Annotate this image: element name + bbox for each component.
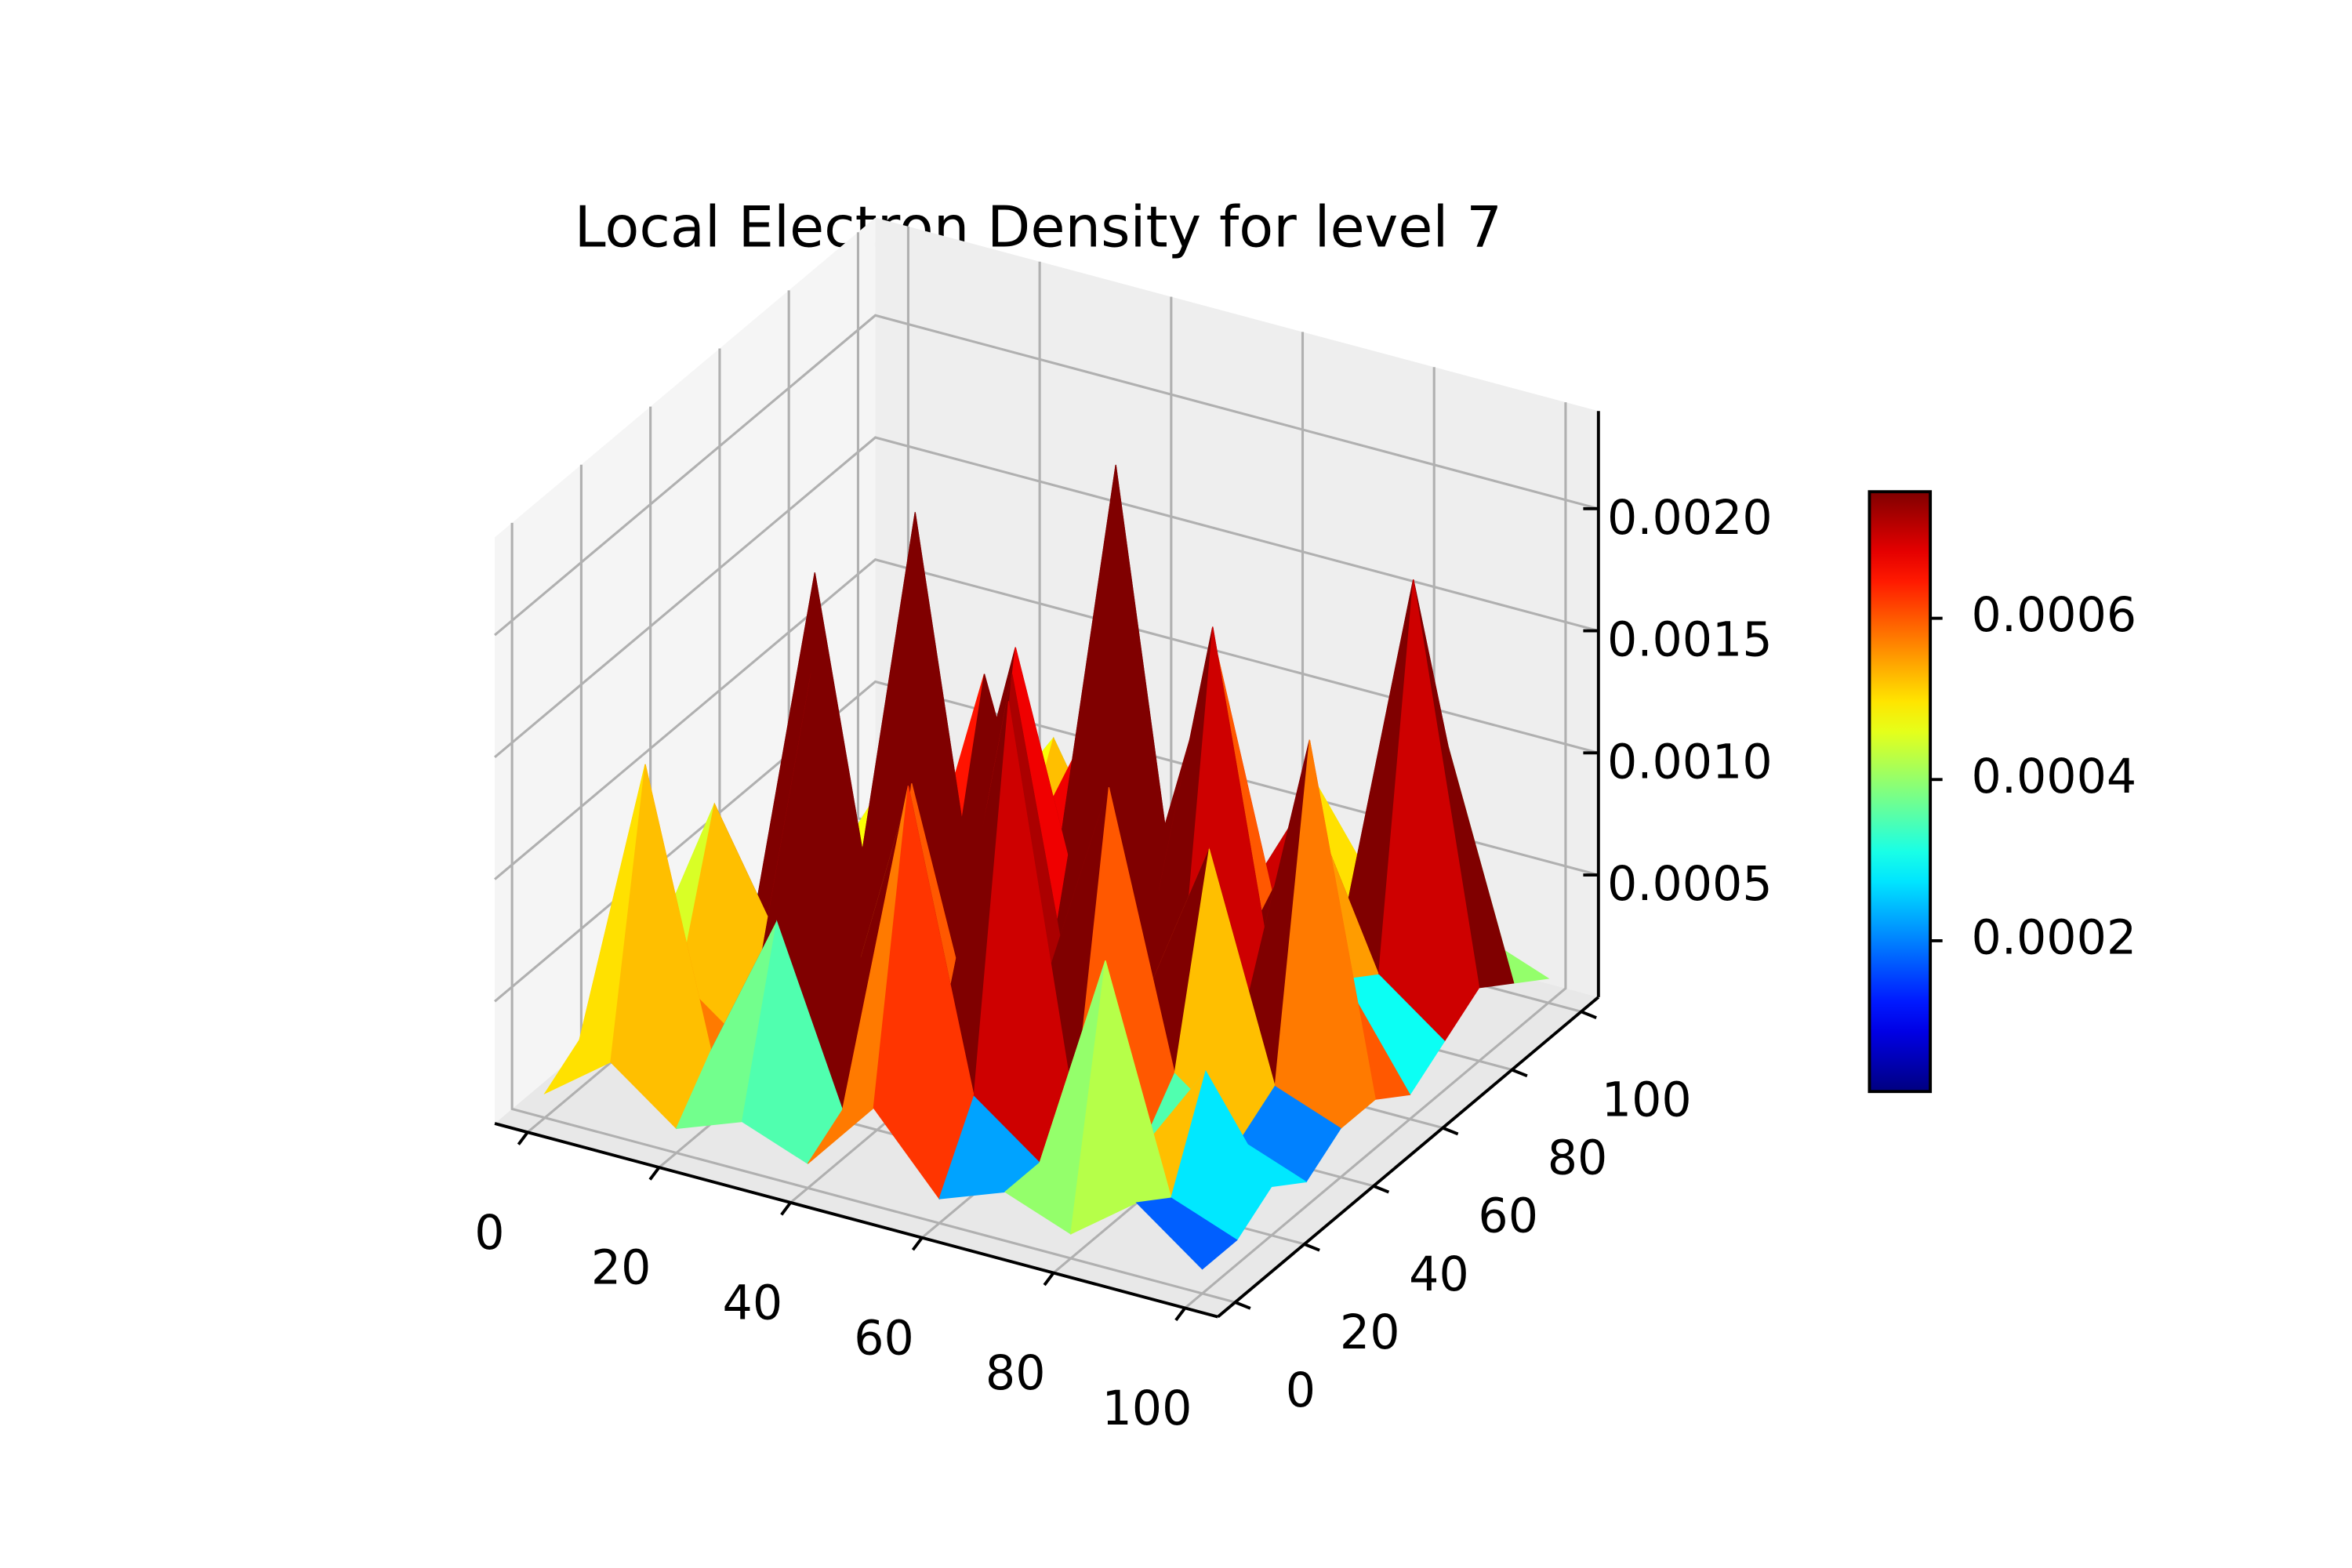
x-tick-label: 100 (1102, 1381, 1192, 1436)
x-tick-label: 60 (854, 1311, 914, 1366)
z-grid-line (494, 314, 1599, 637)
surface (543, 464, 1550, 1270)
x-tick (1043, 1272, 1055, 1287)
x-tick-label: 40 (723, 1276, 783, 1331)
y-grid-line (510, 522, 1236, 1304)
z-tick-label: 0.0010 (1607, 735, 1773, 789)
z-tick-label: 0.0015 (1607, 613, 1773, 668)
y-tick (1304, 1243, 1320, 1252)
x-tick-label: 0 (474, 1206, 504, 1261)
chart-title: Local Electron Density for level 7 (575, 194, 1502, 260)
x-tick (911, 1236, 924, 1251)
x-tick (1174, 1307, 1187, 1322)
colorbar-tick-label: 0.0002 (1972, 911, 2137, 966)
x-tick-label: 80 (985, 1346, 1046, 1401)
colorbar-tick-label: 0.0006 (1972, 588, 2137, 643)
y-tick (1442, 1126, 1459, 1136)
z-grid-line (494, 558, 1599, 880)
surface-patch (1135, 1197, 1238, 1270)
y-tick-label: 40 (1409, 1247, 1469, 1302)
y-tick (1511, 1068, 1528, 1078)
y-tick-label: 60 (1478, 1189, 1538, 1244)
z-tick-label: 0.0005 (1607, 857, 1773, 912)
y-tick (1234, 1301, 1251, 1310)
left-pane (495, 217, 876, 1124)
y-tick (1373, 1184, 1390, 1194)
y-tick-label: 20 (1340, 1305, 1400, 1360)
x-tick (517, 1131, 529, 1145)
x-tick (780, 1201, 792, 1216)
x-tick-label: 20 (591, 1241, 652, 1296)
y-tick-label: 100 (1602, 1073, 1692, 1127)
colorbar (1867, 490, 1933, 1094)
x-grid-line (1184, 402, 1567, 1309)
y-tick-label: 80 (1548, 1131, 1608, 1186)
x-tick (648, 1166, 661, 1181)
y-tick (1581, 1010, 1597, 1019)
x-axis-line (494, 1122, 1218, 1319)
y-axis-line (1217, 996, 1600, 1319)
colorbar-tick-label: 0.0004 (1972, 750, 2137, 804)
z-grid-line (494, 436, 1599, 758)
z-tick-label: 0.0020 (1607, 491, 1773, 546)
y-tick-label: 0 (1286, 1363, 1316, 1418)
